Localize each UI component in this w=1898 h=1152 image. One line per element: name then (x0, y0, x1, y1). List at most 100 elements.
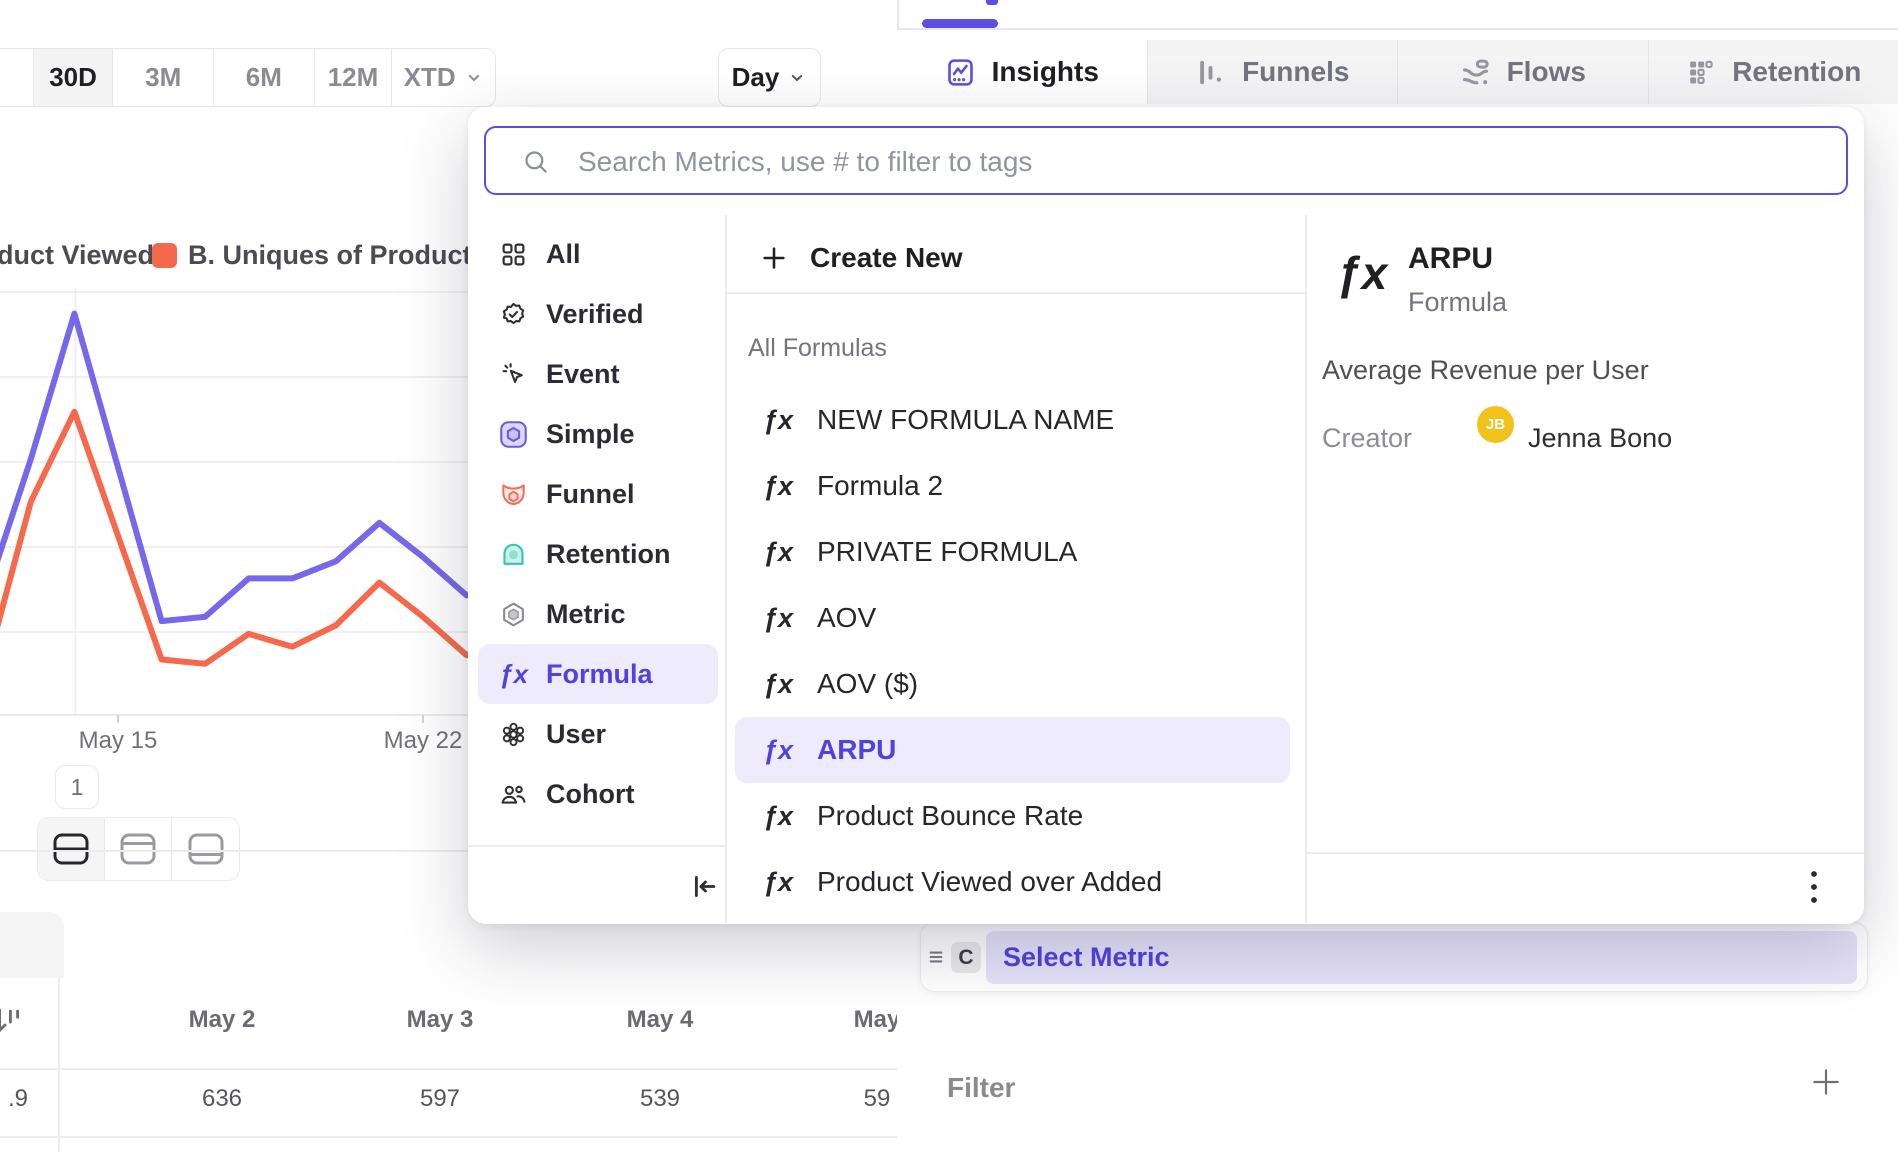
split-horizontal-icon (51, 831, 91, 867)
table-column-header: May 2 (188, 1006, 256, 1033)
fx-icon: ƒx (762, 404, 794, 435)
legend-swatch-b[interactable] (152, 243, 177, 268)
detail-title: ARPU (1408, 242, 1494, 275)
funnel-icon (500, 481, 527, 508)
formula-list-item[interactable]: ƒx AOV ($) (735, 651, 1290, 717)
flows-icon (1460, 57, 1491, 88)
table-corner-tab (0, 912, 64, 978)
granularity-value: Day (731, 62, 780, 92)
chart-series (0, 310, 468, 625)
simple-icon (500, 420, 527, 448)
time-range-3m[interactable]: 3M (113, 49, 215, 106)
table-row-label: .9 (7, 1085, 29, 1112)
formula-list-item[interactable]: ƒx Product Viewed over Added (735, 849, 1290, 915)
category-item-all[interactable]: All (478, 224, 718, 284)
category-label: Formula (546, 658, 653, 689)
formula-name: AOV (817, 602, 877, 633)
tab-insights[interactable]: Insights (897, 40, 1148, 104)
formula-list-item[interactable]: ƒx PRIVATE FORMULA (735, 519, 1290, 585)
list-section-label: All Formulas (748, 334, 887, 362)
retention-icon (500, 541, 527, 568)
table-cell: 539 (639, 1085, 681, 1112)
clause-letter-badge: C (951, 942, 981, 973)
header-divider (897, 28, 1898, 30)
category-item-simple[interactable]: Simple (478, 404, 718, 464)
panel-bottom-toggle[interactable] (172, 818, 239, 880)
category-item-retention[interactable]: Retention (478, 524, 718, 584)
chart-series (0, 408, 468, 667)
more-options-icon[interactable] (1807, 869, 1821, 905)
category-label: Retention (546, 538, 671, 569)
category-label: Funnel (546, 478, 635, 509)
category-item-funnel[interactable]: Funnel (478, 464, 718, 524)
time-range-xtd[interactable]: XTD (392, 49, 495, 106)
add-filter-button[interactable] (1810, 1066, 1842, 1098)
category-item-cohort[interactable]: Cohort (478, 764, 718, 824)
chevron-down-icon (787, 68, 807, 88)
formula-name: Product Viewed over Added (817, 866, 1163, 897)
table-cell: 636 (201, 1085, 243, 1112)
formula-list-item[interactable]: ƒx NEW FORMULA NAME (735, 387, 1290, 453)
category-item-verified[interactable]: Verified (478, 284, 718, 344)
category-item-formula[interactable]: ƒx Formula (478, 644, 718, 704)
fx-icon: ƒx (762, 668, 794, 699)
drag-handle-icon[interactable] (928, 947, 944, 967)
table-column-header: May 4 (626, 1006, 694, 1033)
table-cell: 59 (863, 1085, 891, 1112)
time-range-6m[interactable]: 6M (214, 49, 315, 106)
x-axis-tick-label: May 22 (383, 727, 463, 754)
tab-retention[interactable]: Retention (1648, 40, 1898, 104)
granularity-dropdown[interactable]: Day (718, 48, 821, 107)
table-cell: 597 (419, 1085, 461, 1112)
metric-search-input[interactable] (576, 128, 1760, 195)
formula-name: AOV ($) (817, 668, 919, 699)
formula-name: ARPU (817, 734, 897, 765)
category-item-event[interactable]: Event (478, 344, 718, 404)
category-label: Event (546, 358, 620, 389)
category-label: User (546, 718, 607, 749)
create-new-button[interactable]: Create New (760, 236, 963, 280)
time-range-30d[interactable]: 30D (33, 49, 114, 106)
formula-list-item[interactable]: ƒx Formula 2 (735, 453, 1290, 519)
formula-name: Product Bounce Rate (817, 800, 1084, 831)
select-metric-button[interactable]: Select Metric (986, 931, 1857, 984)
formula-list-item[interactable]: ƒx Product Bounce Rate (735, 783, 1290, 849)
creator-label: Creator (1322, 423, 1413, 453)
tab-indicator-fragment (986, 0, 998, 5)
formula-list-item[interactable]: ƒx AOV (735, 585, 1290, 651)
table-column-header: May 3 (406, 1006, 474, 1033)
fx-icon: ƒx (762, 866, 794, 897)
time-range-label: 6M (245, 62, 282, 92)
event-icon (500, 361, 527, 388)
funnels-icon (1195, 57, 1226, 88)
table-v-divider (58, 977, 60, 1152)
date-range-selector: 30D 3M 6M 12M XTD (0, 48, 496, 107)
category-item-user[interactable]: User (478, 704, 718, 764)
fx-icon: ƒx (762, 536, 794, 567)
creator-avatar: JB (1477, 406, 1514, 443)
table-h-divider (0, 1068, 897, 1070)
collapse-sidebar-icon[interactable] (688, 871, 719, 902)
time-range-partial[interactable] (0, 49, 34, 106)
time-range-12m[interactable]: 12M (315, 49, 393, 106)
category-label: Verified (546, 298, 644, 329)
table-h-divider-2 (0, 1136, 897, 1138)
fx-icon: ƒx (762, 800, 794, 831)
panel-top-toggle[interactable] (105, 818, 172, 880)
all-icon (500, 241, 527, 268)
fx-icon: ƒx (762, 734, 794, 765)
sort-icon[interactable] (0, 1004, 26, 1040)
sidebar-bottom-divider (468, 845, 725, 847)
formula-icon: ƒx (499, 658, 528, 689)
category-label: Cohort (546, 778, 635, 809)
user-icon (500, 721, 527, 748)
tab-funnels[interactable]: Funnels (1147, 40, 1398, 104)
category-item-metric[interactable]: Metric (478, 584, 718, 644)
time-range-label: 30D (49, 62, 97, 92)
tab-flows[interactable]: Flows (1398, 40, 1649, 104)
formula-list-item[interactable]: ƒx ARPU (735, 717, 1290, 783)
split-horizontal-toggle[interactable] (38, 818, 105, 880)
legend-item-a[interactable]: duct Viewed (0, 240, 155, 270)
category-label: Metric (546, 598, 626, 629)
pagination-page-button[interactable]: 1 (55, 765, 99, 809)
